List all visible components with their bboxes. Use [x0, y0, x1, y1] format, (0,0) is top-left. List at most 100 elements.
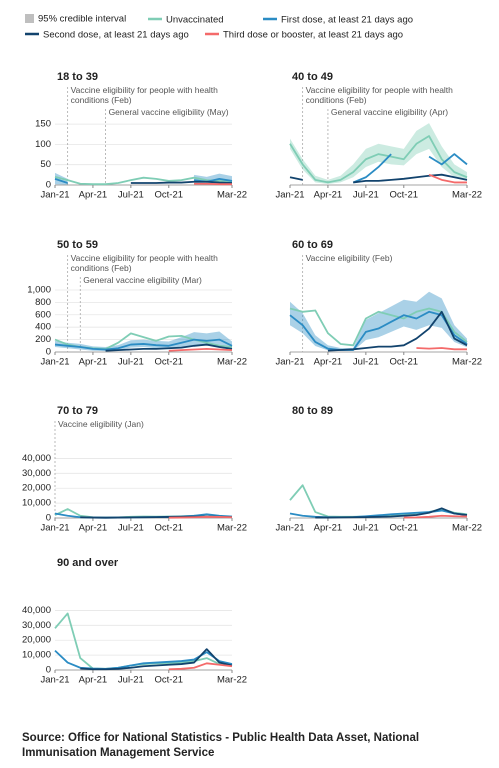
annotation-line-text: Vaccine eligibility for people with heal…	[71, 253, 219, 263]
y-tick-label: 400	[35, 322, 51, 333]
x-tick-label: Jul-21	[353, 190, 379, 201]
annotation: General vaccine eligibility (Mar)	[83, 275, 202, 285]
y-tick-label: 20,000	[22, 635, 51, 646]
x-tick-label: Jul-21	[353, 523, 379, 534]
y-tick-label: 600	[35, 309, 51, 320]
annotation: Vaccine eligibility (Jan)	[58, 419, 144, 429]
x-tick-label: Oct-21	[155, 523, 184, 534]
x-tick-label: Jul-21	[353, 357, 379, 368]
x-tick-label: Jul-21	[118, 357, 144, 368]
y-tick-label: 30,000	[22, 468, 51, 479]
x-tick-label: Apr-21	[79, 675, 108, 686]
series-line	[130, 180, 233, 184]
y-tick-label: 10,000	[22, 498, 51, 509]
x-tick-label: Apr-21	[314, 190, 343, 201]
series-line	[105, 343, 233, 352]
x-tick-label: Jan-21	[40, 523, 69, 534]
series-line	[80, 648, 233, 671]
x-tick-label: Oct-21	[390, 190, 419, 201]
y-tick-label: 150	[35, 119, 51, 130]
x-tick-label: Oct-21	[155, 675, 184, 686]
annotation-line-text: Vaccine eligibility (Feb)	[306, 253, 393, 263]
annotation-line-text: conditions (Feb)	[306, 95, 367, 105]
series-line	[403, 514, 468, 519]
legend-label: Third dose or booster, at least 21 days …	[223, 30, 403, 41]
annotation-line-text: Vaccine eligibility for people with heal…	[306, 85, 454, 95]
panel-title: 70 to 79	[57, 405, 98, 417]
legend-label: 95% credible interval	[38, 14, 126, 25]
x-tick-label: Jul-21	[118, 523, 144, 534]
series-line	[289, 310, 468, 351]
y-tick-label: 40,000	[22, 453, 51, 464]
panel-title: 50 to 59	[57, 239, 98, 251]
x-tick-label: Mar-22	[217, 190, 247, 201]
panel-title: 18 to 39	[57, 71, 98, 83]
series-line	[289, 173, 468, 184]
x-tick-label: Apr-21	[314, 357, 343, 368]
x-tick-label: Apr-21	[79, 190, 108, 201]
series-line	[315, 507, 468, 519]
x-tick-label: Oct-21	[155, 190, 184, 201]
x-tick-label: Apr-21	[314, 523, 343, 534]
legend-label: First dose, at least 21 days ago	[281, 15, 413, 26]
annotation: General vaccine eligibility (Apr)	[331, 107, 448, 117]
annotation: Vaccine eligibility for people with heal…	[71, 253, 219, 273]
series-line	[352, 153, 468, 184]
annotation: Vaccine eligibility for people with heal…	[71, 85, 219, 105]
y-tick-label: 30,000	[22, 620, 51, 631]
series-line	[289, 484, 468, 518]
y-tick-label: 0	[46, 665, 51, 676]
x-tick-label: Oct-21	[155, 357, 184, 368]
chart: 95% credible interval Unvaccinated First …	[22, 14, 482, 686]
x-tick-label: Apr-21	[79, 357, 108, 368]
x-tick-label: Apr-21	[79, 523, 108, 534]
series-line	[54, 612, 233, 670]
x-tick-label: Jan-21	[40, 190, 69, 201]
panel-title: 80 to 89	[292, 405, 333, 417]
x-tick-label: Mar-22	[217, 523, 247, 534]
y-tick-label: 50	[40, 159, 51, 170]
annotation-line-text: General vaccine eligibility (Apr)	[331, 107, 448, 117]
source: Source: Office for National Statistics -…	[22, 732, 420, 759]
legend-label: Second dose, at least 21 days ago	[43, 30, 189, 41]
annotation-line-text: General vaccine eligibility (May)	[109, 107, 229, 117]
annotation-line-text: Vaccine eligibility (Jan)	[58, 419, 144, 429]
credible-interval	[55, 331, 232, 352]
x-tick-label: Jul-21	[118, 190, 144, 201]
annotation: Vaccine eligibility for people with heal…	[306, 85, 454, 105]
legend-swatch	[25, 14, 34, 23]
y-tick-label: 1,000	[27, 284, 51, 295]
x-tick-label: Jan-21	[40, 357, 69, 368]
series-line	[168, 515, 233, 519]
legend-label: Unvaccinated	[166, 15, 224, 26]
x-tick-label: Mar-22	[452, 523, 482, 534]
annotation-line-text: General vaccine eligibility (Mar)	[83, 275, 202, 285]
annotation-line-text: Vaccine eligibility for people with heal…	[71, 85, 219, 95]
annotation: General vaccine eligibility (May)	[109, 107, 229, 117]
x-tick-label: Oct-21	[390, 357, 419, 368]
credible-interval	[290, 291, 467, 351]
annotation-line-text: conditions (Feb)	[71, 263, 132, 273]
series-line	[428, 173, 467, 184]
y-tick-label: 20,000	[22, 483, 51, 494]
y-tick-label: 10,000	[22, 650, 51, 661]
series-line	[289, 135, 468, 184]
series-line	[168, 662, 233, 671]
annotation-line-text: conditions (Feb)	[71, 95, 132, 105]
y-tick-label: 0	[46, 347, 51, 358]
y-tick-label: 0	[46, 180, 51, 191]
x-tick-label: Mar-22	[452, 190, 482, 201]
x-tick-label: Jan-21	[40, 675, 69, 686]
x-tick-label: Oct-21	[390, 523, 419, 534]
x-tick-label: Mar-22	[217, 357, 247, 368]
series-line	[416, 347, 467, 351]
x-tick-label: Jan-21	[275, 357, 304, 368]
y-tick-label: 40,000	[22, 605, 51, 616]
series-line	[327, 310, 468, 352]
y-tick-label: 100	[35, 139, 51, 150]
series-line	[168, 347, 233, 352]
x-tick-label: Jul-21	[118, 675, 144, 686]
x-tick-label: Mar-22	[217, 675, 247, 686]
series-line	[54, 338, 233, 351]
